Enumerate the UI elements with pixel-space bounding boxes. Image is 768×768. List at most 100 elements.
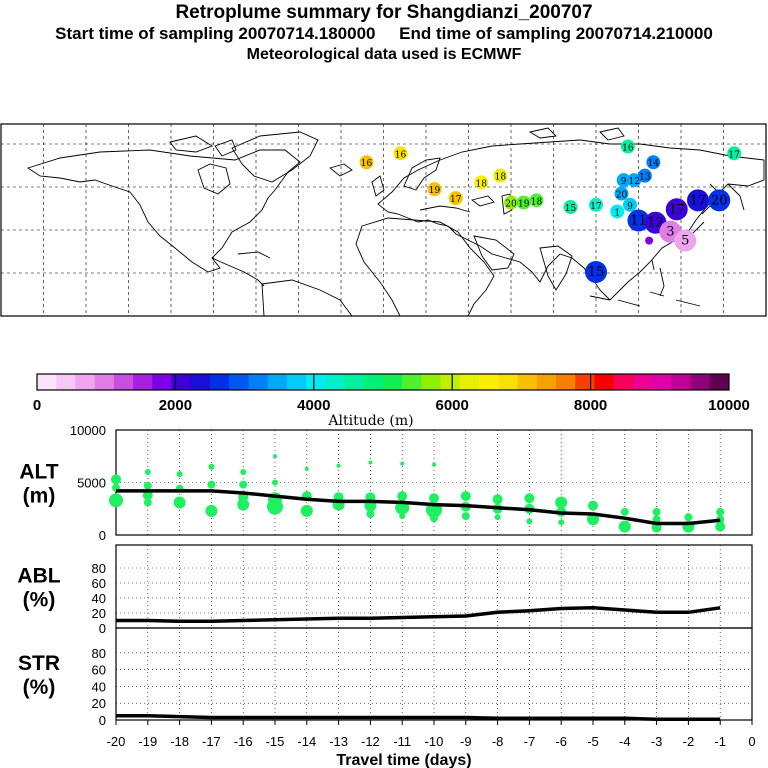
altitude-point <box>111 474 121 485</box>
map-plume-label: 9 <box>627 202 633 212</box>
map-plume-label: 18 <box>531 197 543 207</box>
colorbar-cell <box>286 374 307 390</box>
map-plume-marker <box>585 261 607 283</box>
altitude-point <box>366 510 375 518</box>
altitude-point <box>143 481 152 490</box>
altitude-point <box>460 491 471 502</box>
map-plume-marker <box>645 236 654 245</box>
colorbar-cell <box>75 374 96 390</box>
series-line <box>116 714 721 721</box>
map-plume-marker <box>627 209 650 232</box>
map-plume-marker <box>616 173 631 188</box>
altitude-point <box>587 513 599 526</box>
colorbar-frame <box>36 373 730 391</box>
page-title: Retroplume summary for Shangdianzi_20070… <box>175 2 593 23</box>
x-tick-label: -12 <box>361 734 380 749</box>
x-tick-label: -13 <box>329 734 348 749</box>
map-plume-marker <box>627 173 642 188</box>
altitude-point <box>494 514 501 521</box>
colorbar-tick-label: 6000 <box>436 397 469 414</box>
colorbar-tick-label: 8000 <box>574 397 607 414</box>
altitude-colorbar: 0 2000 4000 6000 8000 10000 Altitude (m) <box>33 373 750 429</box>
map-plume-label: 17 <box>728 150 740 160</box>
map-plume-label: 17 <box>590 202 602 212</box>
colorbar-cell <box>210 374 230 390</box>
altitude-point <box>239 480 248 489</box>
altitude-point <box>620 507 629 516</box>
map-plume-marker <box>359 155 374 170</box>
y-tick-label: 10000 <box>70 423 106 438</box>
map-plume-label: 16 <box>395 150 407 160</box>
altitude-point <box>558 519 565 526</box>
panel-unit-label: (m) <box>23 485 56 508</box>
map-plume-label: 20 <box>711 193 728 208</box>
altitude-point <box>336 463 341 468</box>
altitude-point <box>588 500 598 511</box>
series-line <box>116 489 721 526</box>
colorbar-cell <box>344 374 365 390</box>
altitude-point <box>397 491 408 502</box>
altitude-point <box>715 521 726 532</box>
map-plume-marker <box>620 139 635 154</box>
altitude-point <box>652 507 661 516</box>
altitude-point <box>429 493 439 504</box>
map-plume-label: 14 <box>648 159 660 169</box>
x-axis-label: Travel time (days) <box>336 752 471 768</box>
map-plume-label: 5 <box>681 234 689 249</box>
colorbar-cell <box>133 374 153 390</box>
map-plume-marker <box>614 186 629 201</box>
map-plume-label: 19 <box>429 186 441 196</box>
map-plume-label: 3 <box>666 225 674 240</box>
altitude-point <box>461 512 470 521</box>
map-plume-label: 17 <box>690 193 707 208</box>
altitude-point <box>208 463 215 470</box>
y-tick-label: 20 <box>92 606 106 621</box>
map-plume-marker <box>687 189 709 212</box>
panel-frame <box>115 627 753 721</box>
map-plume-label: 15 <box>588 265 605 280</box>
altitude-point <box>304 466 309 471</box>
x-tick-label: -20 <box>107 734 126 749</box>
map-plume-marker <box>563 200 578 215</box>
altitude-point <box>272 479 278 486</box>
colorbar-cell <box>575 374 595 390</box>
colorbar-cell <box>498 374 518 390</box>
colorbar-tick-label: 2000 <box>159 397 192 414</box>
altitude-point <box>399 513 406 520</box>
colorbar-cell <box>632 374 653 390</box>
colorbar-cell <box>402 374 422 390</box>
time-series-panels: 1000050000ALT(m)806040200ABL(%)806040200… <box>17 423 755 768</box>
x-tick-label: -19 <box>138 734 157 749</box>
map-plume-marker <box>708 189 731 212</box>
map-plume-label: 20 <box>505 200 517 210</box>
colorbar-cell <box>652 374 672 390</box>
x-tick-label: 0 <box>748 734 755 749</box>
map-plume-label: 18 <box>495 173 507 183</box>
colorbar-cells <box>37 374 730 390</box>
map-plume-label: 16 <box>622 144 634 154</box>
altitude-point <box>300 504 313 517</box>
map-plume-marker <box>427 182 442 197</box>
map-plume-marker <box>589 197 603 212</box>
colorbar-cell <box>459 374 480 390</box>
map-plume-label: 17 <box>450 195 462 205</box>
colorbar-cell <box>421 374 442 390</box>
x-tick-label: -11 <box>393 734 411 749</box>
colorbar-cell <box>383 374 403 390</box>
colorbar-axis-label: Altitude (m) <box>327 413 413 429</box>
y-tick-label: 60 <box>92 663 106 678</box>
map-plume-marker <box>493 168 508 183</box>
colorbar-cell <box>556 374 576 390</box>
x-tick-label: -15 <box>266 734 285 749</box>
altitude-point <box>240 469 247 475</box>
map-plume-marker <box>727 146 742 161</box>
x-tick-label: -2 <box>683 734 695 749</box>
map-plume-label: 13 <box>639 173 651 183</box>
altitude-point <box>144 469 151 475</box>
x-tick-label: -6 <box>555 734 567 749</box>
colorbar-tick-label: 10000 <box>708 397 750 414</box>
series-line <box>116 606 721 624</box>
